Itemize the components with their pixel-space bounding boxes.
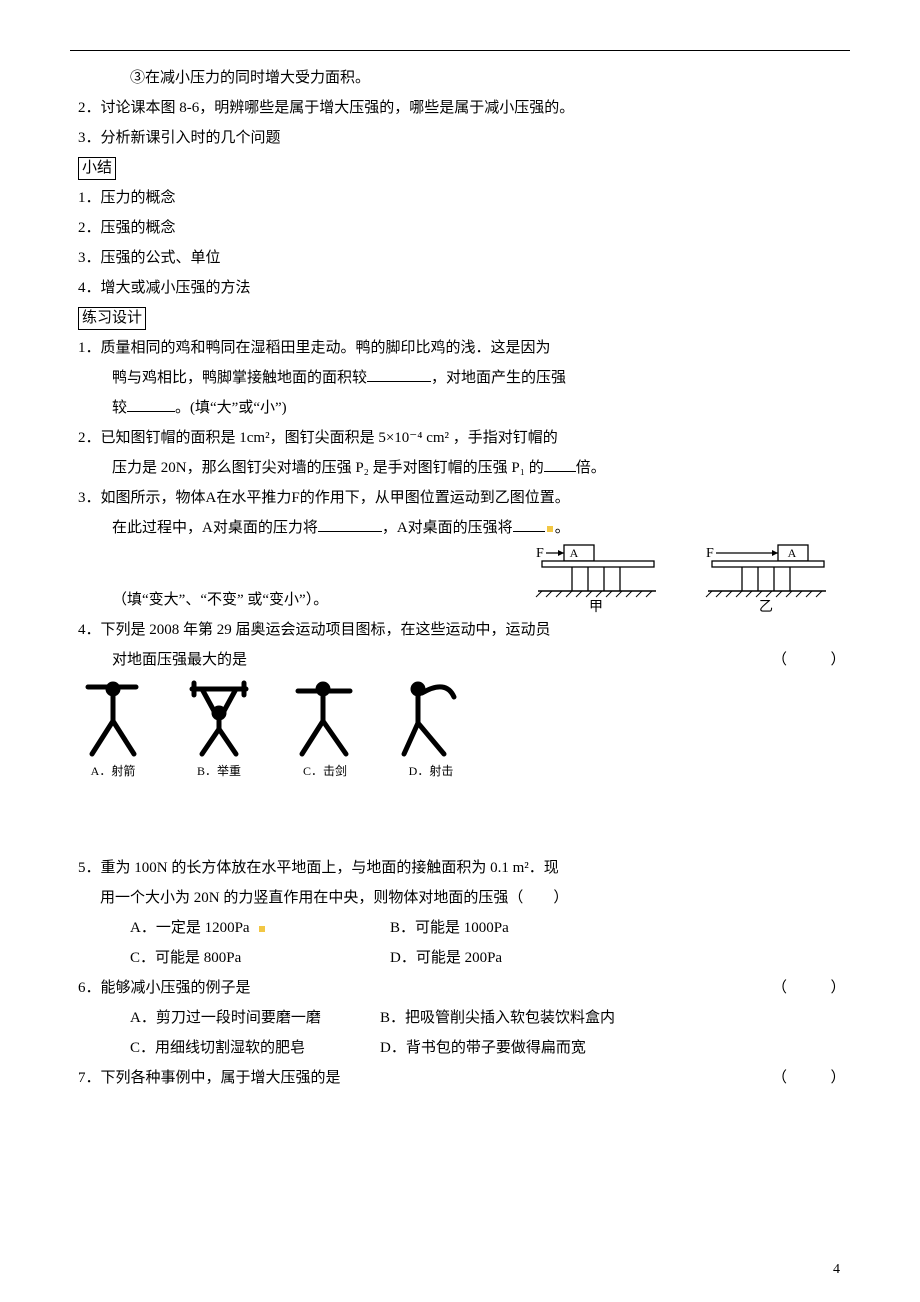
blank xyxy=(513,516,545,532)
blank xyxy=(318,516,382,532)
svg-text:乙: 乙 xyxy=(759,599,773,615)
q3-figures: F A 甲 F A xyxy=(530,543,850,615)
q6-optC: C．用细线切割湿软的肥皂 xyxy=(130,1033,350,1063)
q5-opts-1: A．一定是 1200Pa B．可能是 1000Pa xyxy=(70,913,850,943)
q4-icon-b: B．举重 xyxy=(184,679,254,783)
q3-l3: （填“变大”、“不变” 或“变小”）。 xyxy=(70,585,328,615)
summary-2: 2．压强的概念 xyxy=(70,213,850,243)
q3-figure-row: （填“变大”、“不变” 或“变小”）。 F A 甲 F xyxy=(70,543,850,615)
svg-text:A: A xyxy=(788,546,797,560)
q1: 1．质量相同的鸡和鸭同在湿稻田里走动。鸭的脚印比鸡的浅．这是因为 xyxy=(70,333,850,363)
point-3: ③在减小压力的同时增大受力面积。 xyxy=(70,63,850,93)
archery-icon xyxy=(78,679,148,759)
q4-icon-b-label: B．举重 xyxy=(184,759,254,783)
blank xyxy=(544,456,576,472)
q2-l1: 已知图钉帽的面积是 1cm²，图钉尖面积是 5×10⁻⁴ cm² ，手指对钉帽的 xyxy=(101,430,558,446)
q4-icon-d-label: D．射击 xyxy=(396,759,466,783)
q5-optB: B．可能是 1000Pa xyxy=(390,913,509,943)
q1-l2: 鸭与鸡相比，鸭脚掌接触地面的面积较 ，对地面产生的压强 xyxy=(70,363,850,393)
q3: 3．如图所示，物体A在水平推力F的作用下，从甲图位置运动到乙图位置。 xyxy=(70,483,850,513)
q1-l3a: 较 xyxy=(112,400,127,416)
q7-num: 7． xyxy=(78,1070,101,1086)
q4-icons: A．射箭 B．举重 xyxy=(70,679,850,783)
q6-opts-2: C．用细线切割湿软的肥皂 D．背书包的带子要做得扁而宽 xyxy=(70,1033,850,1063)
q5-l2: 用一个大小为 20N 的力竖直作用在中央，则物体对地面的压强（ ） xyxy=(70,883,850,913)
svg-text:A: A xyxy=(570,546,579,560)
summary-1: 1．压力的概念 xyxy=(70,183,850,213)
design-heading: 练习设计 xyxy=(70,303,850,333)
page: ③在减小压力的同时增大受力面积。 2．讨论课本图 8-6，明辨哪些是属于增大压强… xyxy=(0,0,920,1302)
q6-optB: B．把吸管削尖插入软包装饮料盒内 xyxy=(380,1003,615,1033)
q3-l2c: 。 xyxy=(555,520,570,536)
yellow-dot-icon xyxy=(547,526,553,532)
q2-l2: 压力是 20N，那么图钉尖对墙的压强 P₂ 是手对图钉帽的压强 P₁ 的 倍。 xyxy=(70,453,850,483)
summary-heading: 小结 xyxy=(70,153,850,183)
q3-l1: 如图所示，物体A在水平推力F的作用下，从甲图位置运动到乙图位置。 xyxy=(101,490,570,506)
q3-l2: 在此过程中，A对桌面的压力将 ，A对桌面的压强将 。 xyxy=(70,513,850,543)
discuss-2: 2．讨论课本图 8-6，明辨哪些是属于增大压强的，哪些是属于减小压强的。 xyxy=(70,93,850,123)
q5-optA: A．一定是 1200Pa xyxy=(130,913,340,943)
q2-num: 2． xyxy=(78,430,101,446)
q1-l2b: ，对地面产生的压强 xyxy=(431,370,566,386)
q4-icon-a-label: A．射箭 xyxy=(78,759,148,783)
q5-opts-2: C．可能是 800Pa D．可能是 200Pa xyxy=(70,943,850,973)
q7: 7．下列各种事例中，属于增大压强的是 （ ） xyxy=(70,1063,850,1093)
q3-figure-jia: F A 甲 xyxy=(530,543,660,615)
q2-l2a: 压力是 20N，那么图钉尖对墙的压强 P₂ 是手对图钉帽的压强 P₁ 的 xyxy=(112,460,544,476)
q3-num: 3． xyxy=(78,490,101,506)
svg-text:甲: 甲 xyxy=(589,600,603,615)
q4: 4．下列是 2008 年第 29 届奥运会运动项目图标，在这些运动中，运动员 xyxy=(70,615,850,645)
q5-l1: 重为 100N 的长方体放在水平地面上，与地面的接触面积为 0.1 m²．现 xyxy=(101,860,559,876)
q1-num: 1． xyxy=(78,340,101,356)
q5: 5．重为 100N 的长方体放在水平地面上，与地面的接触面积为 0.1 m²．现 xyxy=(70,853,850,883)
q6-l1: 能够减小压强的例子是 xyxy=(101,980,251,996)
svg-text:F: F xyxy=(706,546,714,561)
q4-icon-c-label: C．击剑 xyxy=(290,759,360,783)
q6: 6．能够减小压强的例子是 （ ） xyxy=(70,973,850,1003)
q4-l1: 下列是 2008 年第 29 届奥运会运动项目图标，在这些运动中，运动员 xyxy=(101,622,551,638)
q6-optA: A．剪刀过一段时间要磨一磨 xyxy=(130,1003,350,1033)
q6-paren: （ ） xyxy=(772,973,850,1003)
q3-l2a: 在此过程中，A对桌面的压力将 xyxy=(112,520,318,536)
q1-l2a: 鸭与鸡相比，鸭脚掌接触地面的面积较 xyxy=(112,370,367,386)
q1-l3: 较 。(填“大”或“小”) xyxy=(70,393,850,423)
svg-text:F: F xyxy=(536,546,544,561)
q6-num: 6． xyxy=(78,980,101,996)
design-heading-text: 练习设计 xyxy=(78,307,146,330)
summary-heading-text: 小结 xyxy=(78,157,116,180)
q1-l1: 质量相同的鸡和鸭同在湿稻田里走动。鸭的脚印比鸡的浅．这是因为 xyxy=(101,340,551,356)
q1-l3b: 。(填“大”或“小”) xyxy=(175,400,287,416)
q7-paren: （ ） xyxy=(772,1063,850,1093)
summary-4: 4．增大或减小压强的方法 xyxy=(70,273,850,303)
shooting-icon xyxy=(396,679,466,759)
q4-icon-a: A．射箭 xyxy=(78,679,148,783)
q3-figure-yi: F A 乙 xyxy=(700,543,830,615)
q5-num: 5． xyxy=(78,860,101,876)
summary-3: 3．压强的公式、单位 xyxy=(70,243,850,273)
q4-l2row: 对地面压强最大的是 （ ） xyxy=(70,645,850,675)
q4-icon-d: D．射击 xyxy=(396,679,466,783)
q5-optD: D．可能是 200Pa xyxy=(390,943,502,973)
yellow-dot-icon xyxy=(259,926,265,932)
q2-l2b: 倍。 xyxy=(576,460,606,476)
q7-l1: 下列各种事例中，属于增大压强的是 xyxy=(101,1070,341,1086)
blank xyxy=(127,396,175,412)
q2: 2．已知图钉帽的面积是 1cm²，图钉尖面积是 5×10⁻⁴ cm² ，手指对钉… xyxy=(70,423,850,453)
q4-icon-c: C．击剑 xyxy=(290,679,360,783)
q6-optD: D．背书包的带子要做得扁而宽 xyxy=(380,1033,586,1063)
q4-paren: （ ） xyxy=(772,645,850,675)
q5-optC: C．可能是 800Pa xyxy=(130,943,340,973)
spacer xyxy=(70,783,850,853)
page-number: 4 xyxy=(833,1256,840,1284)
q4-num: 4． xyxy=(78,622,101,638)
discuss-3: 3．分析新课引入时的几个问题 xyxy=(70,123,850,153)
weightlift-icon xyxy=(184,679,254,759)
q4-l2: 对地面压强最大的是 xyxy=(112,645,247,675)
blank xyxy=(367,366,431,382)
top-rule xyxy=(70,50,850,51)
q3-l2b: ，A对桌面的压强将 xyxy=(382,520,513,536)
fencing-icon xyxy=(290,679,360,759)
q6-opts-1: A．剪刀过一段时间要磨一磨 B．把吸管削尖插入软包装饮料盒内 xyxy=(70,1003,850,1033)
